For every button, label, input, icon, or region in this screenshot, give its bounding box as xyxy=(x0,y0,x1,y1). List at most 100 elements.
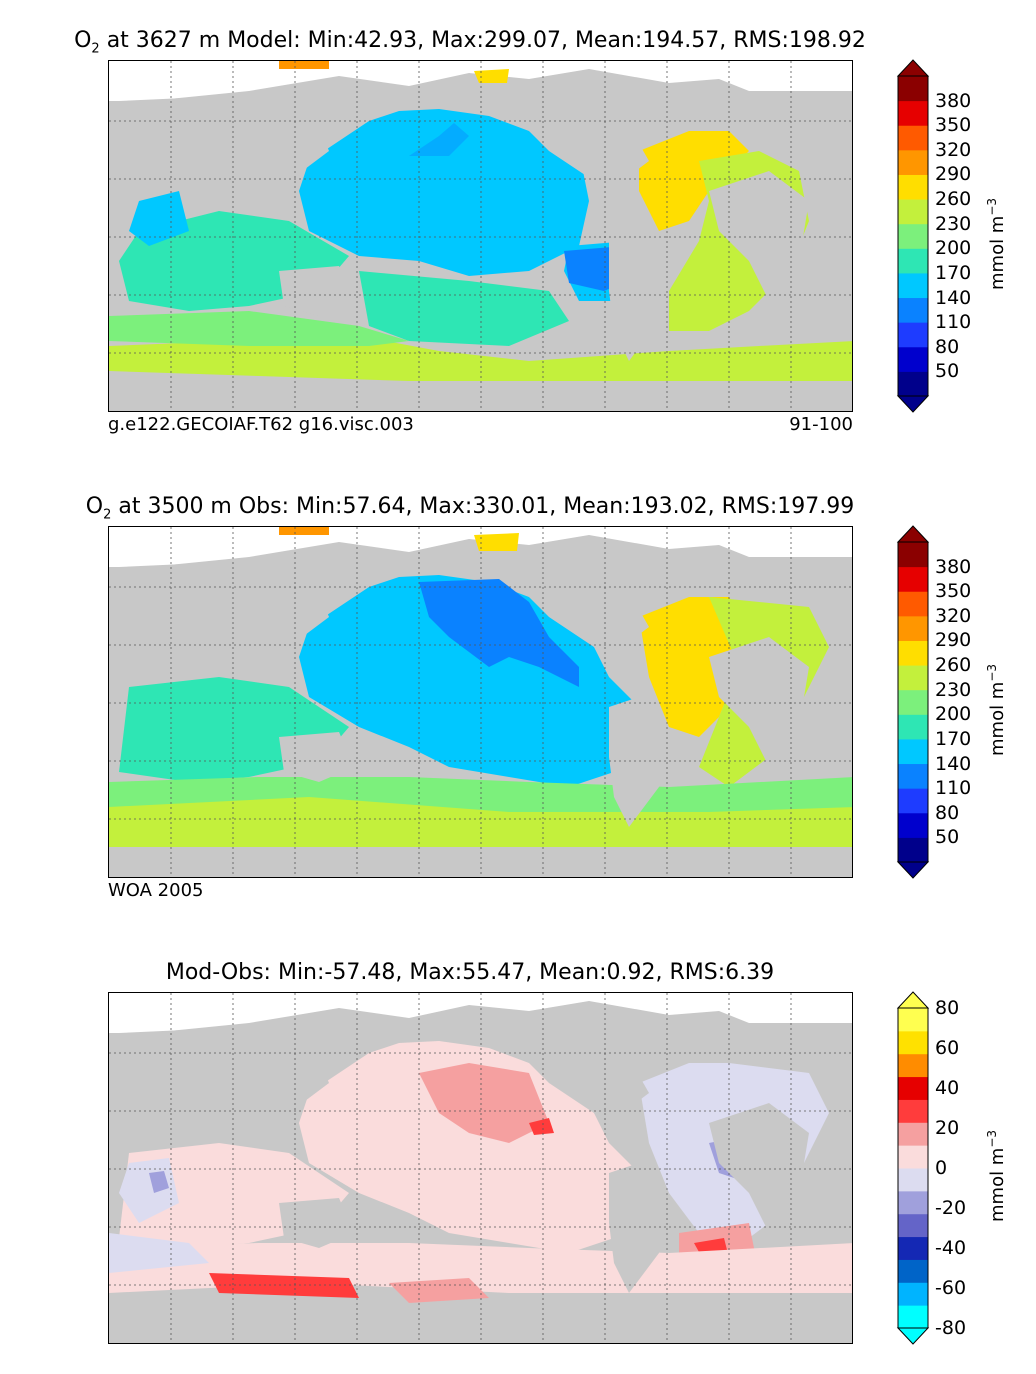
colorbar-diff-svg xyxy=(896,991,930,1345)
colorbar-segment xyxy=(898,1145,928,1169)
colorbar-segment xyxy=(898,1053,928,1078)
colorbar-obs-unit: mmol m−3 xyxy=(985,664,1008,756)
colorbar-obs xyxy=(896,525,930,879)
colorbar-segment xyxy=(898,812,928,838)
map-obs-field xyxy=(109,527,852,877)
panel-title-obs: O2 at 3500 m Obs: Min:57.64, Max:330.01,… xyxy=(0,494,940,522)
map-model-field xyxy=(109,61,852,411)
colorbar-tick-label: 110 xyxy=(935,777,972,800)
title-sub: 2 xyxy=(91,41,100,57)
title-o: O xyxy=(85,494,104,519)
colorbar-tick-label: -20 xyxy=(935,1197,967,1219)
colorbar-tick-label: 170 xyxy=(935,261,972,284)
colorbar-segment xyxy=(898,591,928,617)
colorbar-tick-label: 140 xyxy=(935,286,972,309)
colorbar-tick-label: 0 xyxy=(935,1157,948,1179)
colorbar-segment xyxy=(898,149,928,175)
colorbar-extend-low xyxy=(896,1327,930,1345)
colorbar-segment xyxy=(898,615,928,641)
colorbar-tick-label: 200 xyxy=(935,237,972,260)
colorbar-tick-label: -40 xyxy=(935,1237,967,1259)
colorbar-tick-label: 80 xyxy=(935,801,960,824)
colorbar-segment xyxy=(898,371,928,397)
title-text: at 3500 m Obs: Min:57.64, Max:330.01, Me… xyxy=(111,494,855,519)
colorbar-segment xyxy=(898,76,928,102)
colorbar-segment xyxy=(898,1259,928,1283)
colorbar-tick-label: -60 xyxy=(935,1277,967,1299)
unit-text: mmol m xyxy=(987,215,1008,290)
colorbar-obs-svg xyxy=(896,525,930,879)
colorbar-segment xyxy=(898,322,928,348)
colorbar-segment xyxy=(898,1168,928,1192)
colorbar-tick-label: 50 xyxy=(935,826,960,849)
colorbar-segment xyxy=(898,566,928,592)
colorbar-segment xyxy=(898,1213,928,1238)
map-model xyxy=(108,60,853,412)
colorbar-tick-label: 80 xyxy=(935,997,960,1019)
colorbar-tick-label: 260 xyxy=(935,188,972,211)
colorbar-model-svg xyxy=(896,59,930,413)
colorbar-tick-label: 230 xyxy=(935,678,972,701)
colorbar-tick-label: 350 xyxy=(935,114,972,137)
colorbar-segment xyxy=(898,542,928,568)
colorbar-tick-label: 40 xyxy=(935,1077,960,1099)
colorbar-segment xyxy=(898,738,928,765)
colorbar-segment xyxy=(898,1076,928,1100)
panel-title-diff: Mod-Obs: Min:-57.48, Max:55.47, Mean:0.9… xyxy=(0,960,940,985)
colorbar-segment xyxy=(898,1190,928,1215)
colorbar-segment xyxy=(898,248,928,274)
colorbar-extend-low xyxy=(896,395,930,413)
colorbar-segment xyxy=(898,223,928,249)
colorbar-model-unit: mmol m−3 xyxy=(985,198,1008,290)
unit-text: mmol m xyxy=(987,1147,1008,1222)
map-diff xyxy=(108,992,853,1344)
unit-exp: −3 xyxy=(985,1129,999,1148)
colorbar-extend-high xyxy=(896,525,930,543)
colorbar-tick-label: 80 xyxy=(935,335,960,358)
colorbar-border xyxy=(897,75,929,397)
colorbar-border xyxy=(897,541,929,863)
colorbar-diff xyxy=(896,991,930,1345)
title-text: Mod-Obs: Min:-57.48, Max:55.47, Mean:0.9… xyxy=(165,960,775,985)
colorbar-segment xyxy=(898,272,928,299)
title-sub: 2 xyxy=(103,507,112,523)
panel-title-model: O2 at 3627 m Model: Min:42.93, Max:299.0… xyxy=(0,28,940,56)
colorbar-segment xyxy=(898,837,928,863)
colorbar-tick-label: 290 xyxy=(935,629,972,652)
colorbar-segment xyxy=(898,763,928,789)
colorbar-tick-label: 350 xyxy=(935,580,972,603)
colorbar-tick-label: 200 xyxy=(935,703,972,726)
colorbar-segment xyxy=(898,174,928,200)
colorbar-segment xyxy=(898,689,928,715)
colorbar-tick-label: 290 xyxy=(935,163,972,186)
colorbar-border xyxy=(897,1007,929,1329)
unit-exp: −3 xyxy=(985,197,999,216)
colorbar-tick-label: -80 xyxy=(935,1317,967,1339)
colorbar-extend-high xyxy=(896,991,930,1009)
colorbar-segment xyxy=(898,665,928,691)
colorbar-segment xyxy=(898,346,928,372)
colorbar-segment xyxy=(898,714,928,740)
colorbar-segment xyxy=(898,1122,928,1146)
caption-obs-source: WOA 2005 xyxy=(108,880,204,901)
colorbar-extend-low xyxy=(896,861,930,879)
colorbar-tick-label: 380 xyxy=(935,89,972,112)
colorbar-segment xyxy=(898,1008,928,1032)
colorbar-segment xyxy=(898,199,928,225)
colorbar-segment xyxy=(898,1236,928,1260)
colorbar-segment xyxy=(898,1099,928,1123)
unit-text: mmol m xyxy=(987,681,1008,756)
colorbar-tick-label: 60 xyxy=(935,1037,960,1059)
colorbar-segment xyxy=(898,640,928,666)
colorbar-segment xyxy=(898,1030,928,1055)
colorbar-model xyxy=(896,59,930,413)
colorbar-tick-label: 140 xyxy=(935,752,972,775)
colorbar-segment xyxy=(898,100,928,126)
unit-exp: −3 xyxy=(985,663,999,682)
colorbar-tick-label: 230 xyxy=(935,212,972,235)
colorbar-tick-label: 320 xyxy=(935,604,972,627)
caption-model-years: 91-100 xyxy=(789,414,853,435)
title-o: O xyxy=(74,28,92,53)
colorbar-segment xyxy=(898,1282,928,1306)
colorbar-tick-label: 380 xyxy=(935,555,972,578)
